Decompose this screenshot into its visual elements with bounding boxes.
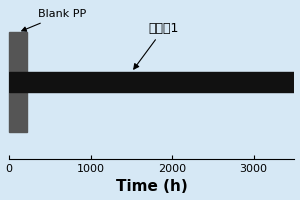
Text: Blank PP: Blank PP: [22, 9, 86, 31]
Bar: [9, 32, 27, 132]
X-axis label: Time (h): Time (h): [116, 179, 188, 194]
Bar: [9, 72, 294, 92]
Text: 实施例1: 实施例1: [134, 22, 179, 69]
